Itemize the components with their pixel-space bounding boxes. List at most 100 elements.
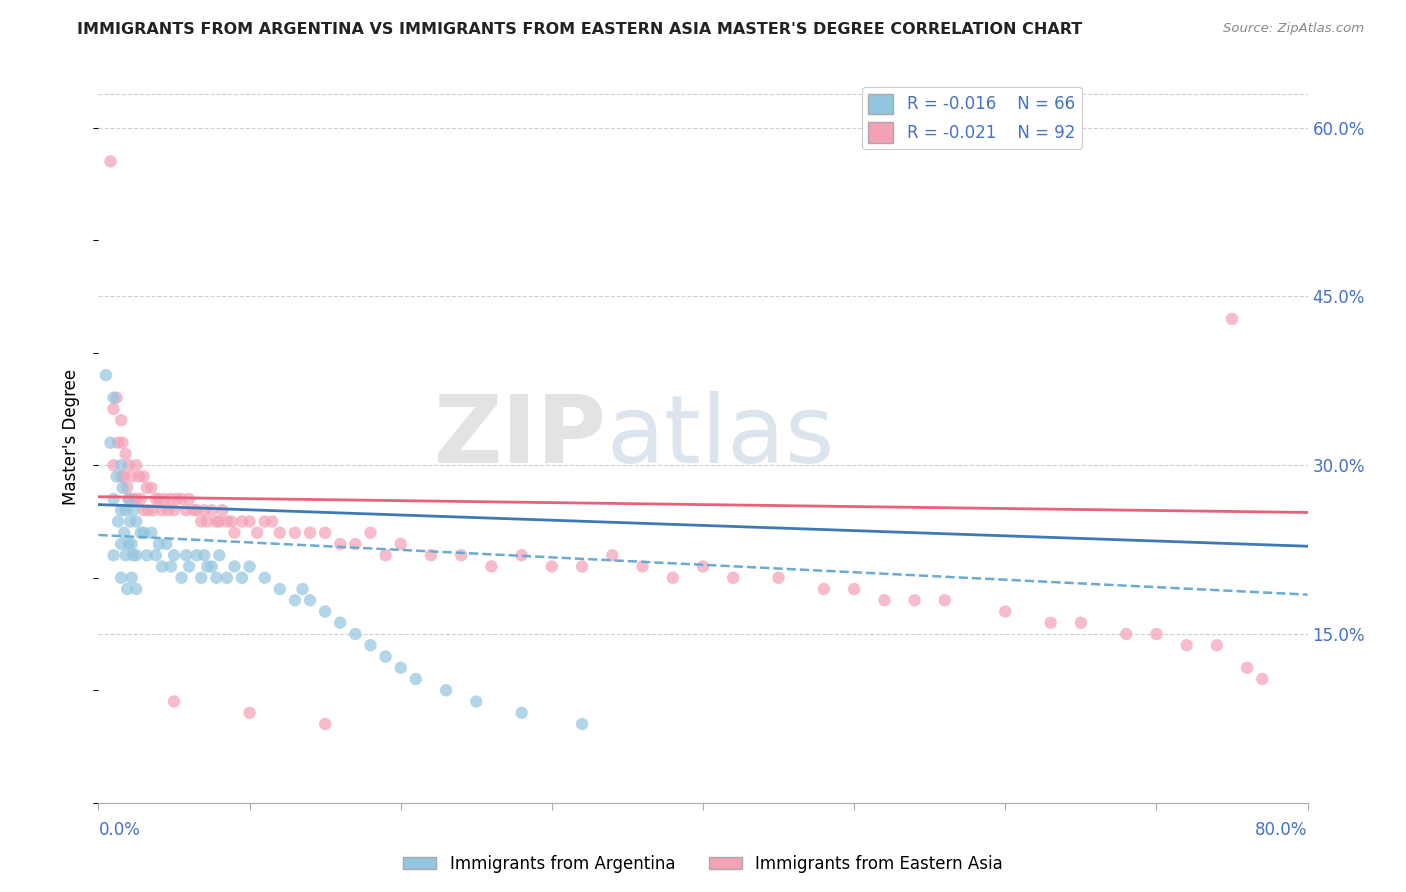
Point — [105, 391, 128, 405]
Point — [420, 548, 443, 562]
Point — [145, 548, 167, 562]
Point — [142, 503, 165, 517]
Point — [540, 559, 562, 574]
Point — [153, 491, 176, 506]
Point — [195, 515, 218, 529]
Point — [215, 571, 238, 585]
Point — [125, 548, 148, 562]
Point — [103, 458, 125, 473]
Legend: Immigrants from Argentina, Immigrants from Eastern Asia: Immigrants from Argentina, Immigrants fr… — [396, 848, 1010, 880]
Point — [193, 503, 215, 517]
Point — [602, 548, 624, 562]
Point — [205, 515, 228, 529]
Point — [170, 491, 193, 506]
Point — [174, 548, 197, 562]
Point — [122, 548, 145, 562]
Point — [813, 582, 835, 596]
Point — [125, 515, 148, 529]
Text: atlas: atlas — [606, 391, 835, 483]
Point — [132, 503, 155, 517]
Point — [231, 515, 253, 529]
Point — [112, 469, 135, 483]
Point — [186, 548, 208, 562]
Point — [114, 503, 136, 517]
Point — [121, 537, 143, 551]
Point — [1070, 615, 1092, 630]
Point — [934, 593, 956, 607]
Point — [284, 525, 307, 540]
Point — [1144, 627, 1167, 641]
Point — [190, 515, 212, 529]
Point — [239, 559, 262, 574]
Point — [107, 435, 129, 450]
Point — [110, 458, 132, 473]
Point — [631, 559, 654, 574]
Point — [112, 525, 135, 540]
Point — [114, 447, 136, 461]
Point — [125, 491, 148, 506]
Point — [284, 593, 307, 607]
Point — [344, 537, 367, 551]
Point — [110, 469, 132, 483]
Point — [405, 672, 427, 686]
Point — [121, 469, 143, 483]
Point — [211, 503, 233, 517]
Point — [179, 491, 201, 506]
Point — [122, 491, 145, 506]
Point — [389, 661, 412, 675]
Point — [723, 571, 745, 585]
Point — [510, 548, 533, 562]
Point — [145, 491, 167, 506]
Text: ZIP: ZIP — [433, 391, 606, 483]
Text: IMMIGRANTS FROM ARGENTINA VS IMMIGRANTS FROM EASTERN ASIA MASTER'S DEGREE CORREL: IMMIGRANTS FROM ARGENTINA VS IMMIGRANTS … — [77, 22, 1083, 37]
Point — [103, 491, 125, 506]
Point — [110, 413, 132, 427]
Point — [1220, 312, 1243, 326]
Point — [224, 525, 246, 540]
Point — [465, 694, 488, 708]
Point — [186, 503, 208, 517]
Point — [156, 503, 179, 517]
Point — [160, 559, 183, 574]
Point — [179, 559, 201, 574]
Point — [103, 401, 125, 416]
Point — [571, 559, 593, 574]
Point — [103, 548, 125, 562]
Point — [221, 515, 243, 529]
Y-axis label: Master's Degree: Master's Degree — [62, 369, 80, 505]
Point — [105, 469, 128, 483]
Point — [195, 559, 218, 574]
Point — [125, 582, 148, 596]
Point — [174, 503, 197, 517]
Point — [201, 503, 224, 517]
Point — [118, 458, 141, 473]
Point — [291, 582, 314, 596]
Point — [100, 435, 122, 450]
Point — [193, 548, 215, 562]
Legend: R = -0.016    N = 66, R = -0.021    N = 92: R = -0.016 N = 66, R = -0.021 N = 92 — [862, 87, 1081, 149]
Point — [208, 515, 231, 529]
Point — [314, 605, 336, 619]
Point — [121, 571, 143, 585]
Point — [314, 525, 336, 540]
Point — [128, 469, 150, 483]
Point — [163, 694, 186, 708]
Point — [155, 537, 177, 551]
Point — [299, 525, 322, 540]
Point — [110, 503, 132, 517]
Point — [253, 571, 276, 585]
Point — [389, 537, 412, 551]
Point — [994, 605, 1017, 619]
Point — [114, 548, 136, 562]
Point — [262, 515, 284, 529]
Point — [314, 717, 336, 731]
Point — [571, 717, 593, 731]
Point — [1251, 672, 1274, 686]
Point — [100, 154, 122, 169]
Point — [510, 706, 533, 720]
Point — [1039, 615, 1062, 630]
Point — [1236, 661, 1258, 675]
Point — [129, 525, 152, 540]
Point — [94, 368, 117, 383]
Point — [201, 559, 224, 574]
